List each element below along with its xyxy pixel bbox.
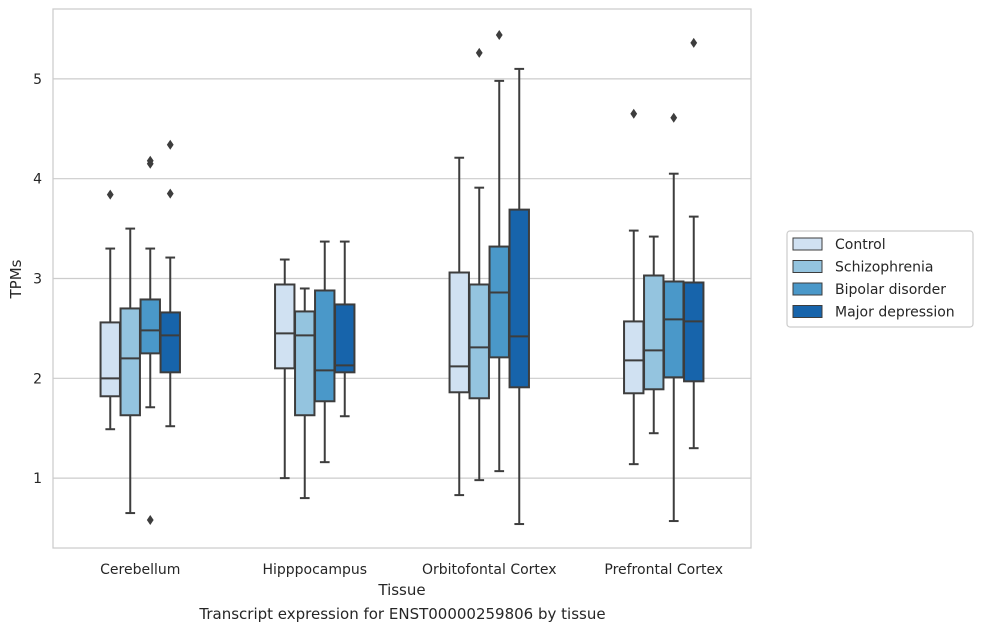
- iqr-box: [468, 283, 490, 400]
- outlier-point: [146, 155, 154, 166]
- iqr-box: [334, 303, 356, 374]
- outlier-point: [690, 37, 698, 48]
- iqr-box: [623, 320, 645, 395]
- iqr-box: [488, 245, 510, 359]
- y-tick-label: 1: [33, 471, 42, 487]
- x-tick-labels: Cerebellum Hipppocampus Orbitofontal Corte…: [100, 562, 723, 578]
- box-major-depression: [683, 37, 705, 450]
- legend-swatch: [792, 237, 823, 251]
- legend-label: Schizophrenia: [835, 260, 933, 276]
- box-major-depression: [159, 139, 181, 428]
- iqr-box: [314, 289, 336, 403]
- iqr-box: [643, 274, 665, 391]
- iqr-box: [139, 298, 161, 355]
- legend-swatch: [792, 260, 823, 273]
- outlier-point: [146, 515, 154, 526]
- x-tick-label: Prefrontal Cortex: [604, 562, 723, 578]
- iqr-box: [274, 283, 296, 370]
- box-major-depression: [334, 240, 356, 418]
- iqr-box: [99, 321, 121, 398]
- iqr-box: [159, 311, 181, 374]
- legend-label: Control: [835, 237, 886, 253]
- legend-swatch: [792, 305, 823, 318]
- legend-label: Major depression: [835, 305, 955, 321]
- y-tick-labels: 1 2 3 4 5: [33, 72, 42, 487]
- box-schizophrenia: [119, 227, 141, 515]
- outlier-point: [475, 47, 483, 58]
- outlier-point: [166, 139, 174, 150]
- outlier-point: [166, 188, 174, 199]
- box-control: [274, 258, 296, 480]
- box-major-depression: [508, 67, 530, 526]
- y-tick-label: 2: [33, 371, 42, 387]
- outlier-point: [495, 29, 503, 40]
- outlier-point: [630, 108, 638, 119]
- box-schizophrenia: [643, 235, 665, 435]
- iqr-box: [119, 307, 141, 417]
- y-tick-label: 3: [33, 272, 42, 288]
- legend-label: Bipolar disorder: [835, 282, 946, 298]
- box-schizophrenia: [468, 47, 490, 482]
- iqr-box: [683, 281, 705, 383]
- y-tick-label: 5: [33, 72, 42, 88]
- box-control: [448, 156, 470, 497]
- x-tick-label: Cerebellum: [100, 562, 180, 578]
- outlier-point: [106, 189, 114, 200]
- legend-frame: [786, 230, 974, 328]
- iqr-box: [508, 208, 530, 389]
- box-control: [99, 189, 121, 431]
- y-axis-label: TPMs: [7, 259, 25, 299]
- figure-caption: Transcript expression for ENST0000025980…: [199, 605, 606, 623]
- outlier-point: [670, 112, 678, 123]
- iqr-box: [663, 280, 685, 379]
- box-control: [623, 108, 645, 466]
- box-plot-chart: 1 2 3 4 5 Cerebellum Hipppocampus Orbitofontal…: [7, 8, 974, 599]
- box-bipolar-disorder: [139, 155, 161, 526]
- legend-swatch: [792, 282, 823, 296]
- iqr-box: [448, 271, 470, 394]
- y-tick-label: 4: [33, 172, 42, 188]
- x-tick-label: Hipppocampus: [262, 562, 367, 578]
- x-axis-label: Tissue: [377, 581, 425, 599]
- box-bipolar-disorder: [663, 112, 685, 523]
- plot-area-frame: [52, 8, 752, 549]
- x-tick-label: Orbitofontal Cortex: [422, 562, 557, 578]
- iqr-box: [294, 310, 316, 417]
- box-bipolar-disorder: [314, 240, 336, 464]
- box-schizophrenia: [294, 287, 316, 500]
- legend: Control Schizophrenia Bipolar disorder Majo…: [786, 230, 974, 328]
- boxes-group: [99, 29, 705, 526]
- box-bipolar-disorder: [488, 29, 510, 473]
